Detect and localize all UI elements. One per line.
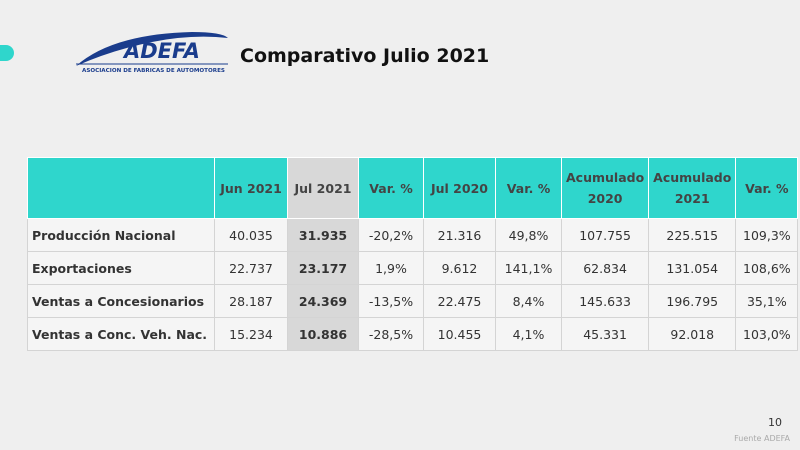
header-cell	[27, 157, 215, 219]
table-cell: 9.612	[423, 251, 496, 285]
row-label: Producción Nacional	[27, 218, 215, 252]
table-cell: 23.177	[287, 251, 359, 285]
table-cell: 35,1%	[735, 284, 799, 318]
data-table: Jun 2021 Jul 2021 Var. % Jul 2020 Var. % Acum…	[27, 157, 799, 351]
header-row: Jun 2021 Jul 2021 Var. % Jul 2020 Var. % Acum…	[27, 157, 799, 219]
logo-subtitle: ASOCIACION DE FABRICAS DE AUTOMOTORES	[82, 68, 225, 74]
slide-title: Comparativo Julio 2021	[240, 45, 490, 67]
table-cell: 1,9%	[358, 251, 424, 285]
table-cell: 62.834	[560, 251, 650, 285]
table-cell: 4,1%	[495, 317, 562, 351]
header-cell: Jul 2021	[287, 157, 359, 219]
table-cell: -28,5%	[358, 317, 424, 351]
table-cell: -20,2%	[358, 218, 424, 252]
table-cell: 109,3%	[735, 218, 799, 252]
table-cell: 103,0%	[735, 317, 799, 351]
table-row: Ventas a Concesionarios 28.187 24.369 -13,5…	[27, 284, 799, 318]
header-cell: Jun 2021	[214, 157, 288, 219]
source-note: Fuente ADEFA	[734, 434, 790, 443]
table-cell: 22.737	[214, 251, 288, 285]
table-row: Ventas a Conc. Veh. Nac. 15.234 10.886 -28,…	[27, 317, 799, 351]
table-cell: 49,8%	[495, 218, 562, 252]
table-row: Producción Nacional 40.035 31.935 -20,2% 21.…	[27, 218, 799, 252]
table-cell: 45.331	[560, 317, 650, 351]
header-cell: Acumulado 2021	[648, 157, 737, 219]
table-cell: 21.316	[423, 218, 496, 252]
logo-brand: ADEFA	[122, 39, 200, 63]
table-cell: 92.018	[648, 317, 737, 351]
table-cell: 108,6%	[735, 251, 799, 285]
table-cell: 196.795	[648, 284, 737, 318]
table-cell: 40.035	[214, 218, 288, 252]
header-cell: Acumulado 2020	[560, 157, 650, 219]
table-cell: 131.054	[648, 251, 737, 285]
header-cell: Var. %	[735, 157, 799, 219]
page-number: 10	[768, 416, 782, 429]
table-cell: 31.935	[287, 218, 359, 252]
table-cell: 15.234	[214, 317, 288, 351]
header-cell: Jul 2020	[423, 157, 496, 219]
table-cell: 10.455	[423, 317, 496, 351]
header-cell: Var. %	[495, 157, 562, 219]
table-cell: 107.755	[560, 218, 650, 252]
table-cell: 10.886	[287, 317, 359, 351]
logo-swoosh	[76, 32, 228, 66]
accent-tab	[0, 45, 14, 61]
table-cell: 8,4%	[495, 284, 562, 318]
row-label: Exportaciones	[27, 251, 215, 285]
row-label: Ventas a Conc. Veh. Nac.	[27, 317, 215, 351]
table-cell: 22.475	[423, 284, 496, 318]
header-cell: Var. %	[358, 157, 424, 219]
logo: ADEFA ASOCIACION DE FABRICAS DE AUTOMOTO…	[76, 32, 228, 74]
table-cell: 141,1%	[495, 251, 562, 285]
table-cell: 28.187	[214, 284, 288, 318]
table-body: Producción Nacional 40.035 31.935 -20,2% 21.…	[27, 218, 799, 351]
table-row: Exportaciones 22.737 23.177 1,9% 9.612 141,1%…	[27, 251, 799, 285]
table-cell: 225.515	[648, 218, 737, 252]
table-cell: -13,5%	[358, 284, 424, 318]
table-cell: 145.633	[560, 284, 650, 318]
table-cell: 24.369	[287, 284, 359, 318]
row-label: Ventas a Concesionarios	[27, 284, 215, 318]
